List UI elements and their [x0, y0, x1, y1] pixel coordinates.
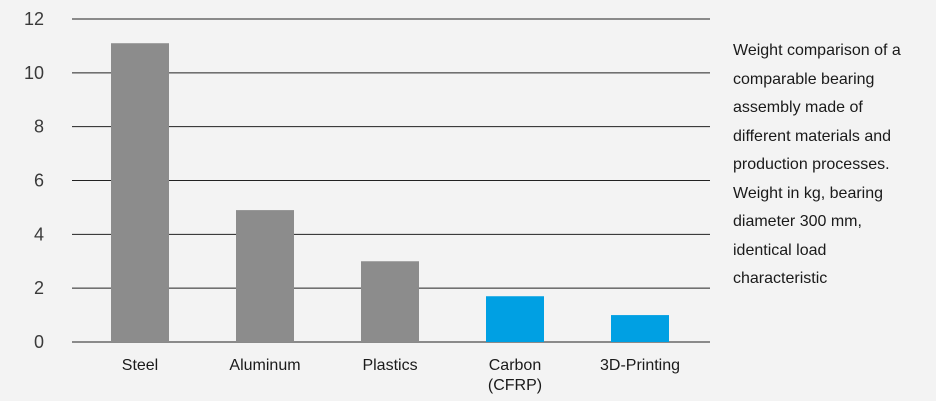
y-tick-label: 0 [34, 332, 44, 352]
y-tick-label: 2 [34, 278, 44, 298]
gridlines [72, 18, 710, 343]
y-tick-label: 12 [24, 9, 44, 29]
bar [111, 43, 169, 342]
bar [236, 210, 294, 342]
y-tick-label: 8 [34, 117, 44, 137]
x-tick-label: Steel [122, 357, 158, 374]
x-tick-label: 3D-Printing [600, 357, 680, 374]
x-tick-label: Aluminum [229, 357, 300, 374]
y-tick-label: 10 [24, 63, 44, 83]
x-tick-label: Carbon (CFRP) [488, 357, 542, 394]
bar [361, 261, 419, 342]
bar-chart: 0 2 4 6 8 10 12 Steel Aluminum Plastics Carbon (CF… [24, 9, 710, 394]
chart-caption: Weight comparison of a comparable bearin… [733, 42, 901, 287]
x-axis-ticks: Steel Aluminum Plastics Carbon (CFRP) 3D-Prin… [122, 357, 680, 394]
bar [486, 296, 544, 342]
y-axis-ticks: 0 2 4 6 8 10 12 [24, 9, 44, 352]
bars [111, 43, 669, 342]
y-tick-label: 6 [34, 171, 44, 191]
y-tick-label: 4 [34, 224, 44, 244]
x-tick-label: Plastics [362, 357, 417, 374]
bar [611, 315, 669, 342]
